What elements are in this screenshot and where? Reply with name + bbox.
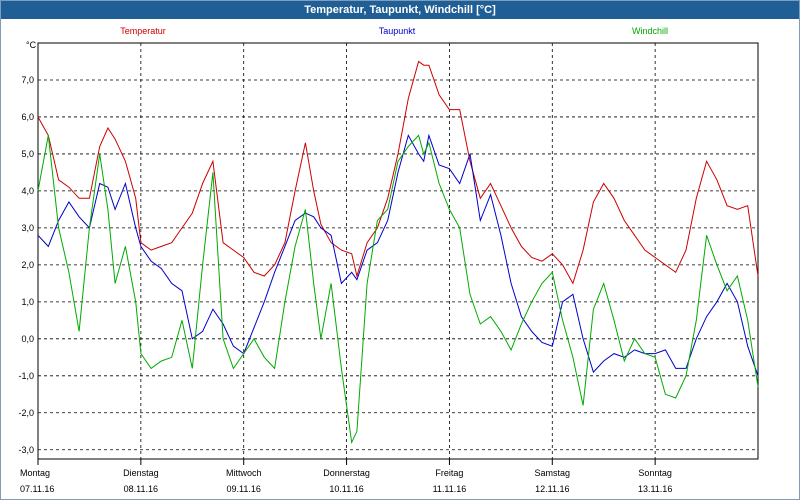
y-tick-label: 2,0: [21, 260, 34, 270]
x-tick-date: 12.11.16: [535, 484, 569, 494]
y-tick-label: 4,0: [21, 186, 34, 196]
x-tick-day: Montag: [20, 468, 50, 478]
y-axis: 7,0 6,0 5,0 4,0 3,0 2,0 1,0 0,0 -1,0 -2,0 -3,0: [18, 75, 34, 455]
chart-title: Temperatur, Taupunkt, Windchill [°C]: [1, 1, 799, 19]
y-tick-label: 1,0: [21, 297, 34, 307]
x-tick-day: Donnerstag: [323, 468, 370, 478]
x-tick-date: 07.11.16: [20, 484, 54, 494]
series-line-temperatur: [37, 60, 759, 285]
x-tick-date: 13.11.16: [638, 484, 672, 494]
x-tick-date: 10.11.16: [329, 484, 363, 494]
y-tick-label: 5,0: [21, 149, 34, 159]
x-tick-day: Samstag: [535, 468, 571, 478]
x-tick-day: Mittwoch: [226, 468, 262, 478]
x-tick-date: 11.11.16: [433, 484, 467, 494]
y-axis-unit: °C: [26, 40, 37, 50]
legend: Temperatur Taupunkt Windchill: [120, 26, 668, 36]
plot-area: [37, 42, 759, 460]
x-axis: Montag 07.11.16 Dienstag 08.11.16 Mittwoch 09…: [20, 459, 672, 494]
y-tick-label: 0,0: [21, 334, 34, 344]
series-line-windchill: [37, 134, 759, 445]
y-tick-label: 7,0: [21, 75, 34, 85]
y-tick-label: -1,0: [18, 371, 34, 381]
legend-entry-temperatur: Temperatur: [120, 26, 166, 36]
x-tick-date: 08.11.16: [124, 484, 158, 494]
series-line-taupunkt: [37, 133, 759, 376]
series-lines: [37, 60, 759, 445]
x-tick-day: Freitag: [435, 468, 463, 478]
y-tick-label: -2,0: [18, 408, 34, 418]
legend-entry-taupunkt: Taupunkt: [379, 26, 416, 36]
y-tick-label: -3,0: [18, 445, 34, 455]
y-tick-label: 6,0: [21, 112, 34, 122]
x-tick-date: 09.11.16: [227, 484, 261, 494]
legend-entry-windchill: Windchill: [632, 26, 668, 36]
y-tick-label: 3,0: [21, 223, 34, 233]
x-tick-day: Dienstag: [123, 468, 159, 478]
x-tick-day: Sonntag: [638, 468, 672, 478]
